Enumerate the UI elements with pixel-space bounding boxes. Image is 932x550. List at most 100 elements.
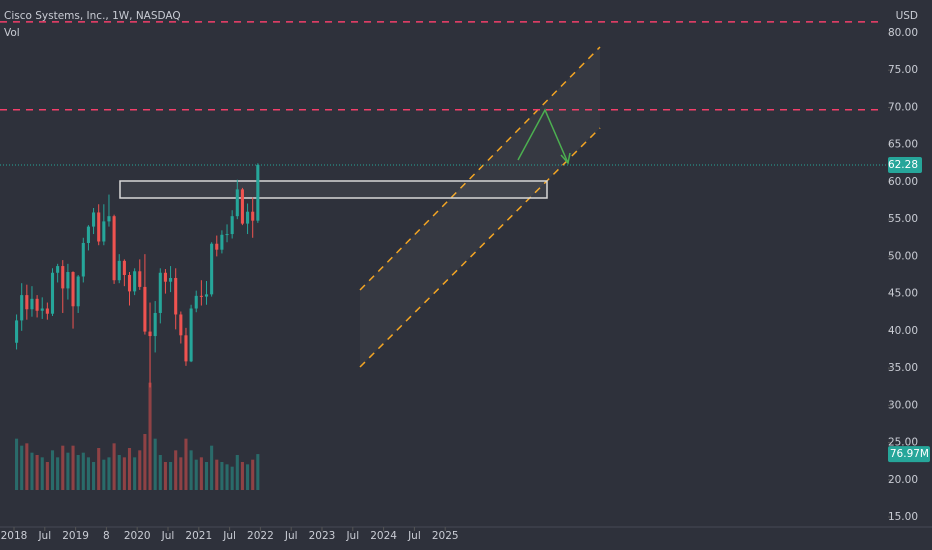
volume-bar xyxy=(251,459,255,490)
volume-bar xyxy=(102,459,106,490)
x-tick-label: 2020 xyxy=(124,530,151,542)
last-price-label: 62.28 xyxy=(888,159,918,171)
volume-bar xyxy=(153,438,157,490)
candle-body xyxy=(235,189,239,217)
volume-bar xyxy=(61,445,65,490)
y-tick-label: 15.00 xyxy=(888,511,918,523)
volume-bar xyxy=(15,438,19,490)
volume-bar xyxy=(86,457,90,490)
candle-body xyxy=(251,211,255,221)
candle-body xyxy=(169,277,173,282)
candle-body xyxy=(230,216,234,235)
arrow-head xyxy=(560,152,571,165)
candle-body xyxy=(20,295,24,321)
candle-body xyxy=(15,320,19,343)
chart-title: Cisco Systems, Inc., 1W, NASDAQ xyxy=(4,10,181,22)
candle-body xyxy=(71,272,75,307)
candle-body xyxy=(45,308,49,314)
resistance-box xyxy=(119,180,548,199)
volume-bar xyxy=(169,462,173,490)
x-tick-label: Jul xyxy=(37,530,51,542)
volume-bar xyxy=(148,382,152,490)
y-tick-label: 75.00 xyxy=(888,64,918,76)
candle-body xyxy=(148,331,152,337)
candle-body xyxy=(194,295,198,309)
candle-body xyxy=(163,272,167,282)
x-tick-label: Jul xyxy=(161,530,175,542)
volume-bar xyxy=(240,462,244,490)
candle-body xyxy=(61,266,65,289)
candle-body xyxy=(215,243,219,250)
y-tick-label: 60.00 xyxy=(888,176,918,188)
volume-bar xyxy=(117,455,121,490)
y-tick-label: 70.00 xyxy=(888,101,918,113)
candle-body xyxy=(50,272,55,314)
candle-body xyxy=(179,314,183,336)
x-tick-label: Jul xyxy=(407,530,421,542)
volume-bar xyxy=(235,455,239,490)
volume-bar xyxy=(225,464,229,490)
last-volume-tag xyxy=(888,446,930,463)
volume-bar xyxy=(230,466,234,490)
volume-bar xyxy=(215,459,219,490)
volume-bar xyxy=(71,445,75,490)
y-tick-label: 55.00 xyxy=(888,213,918,225)
volume-bar xyxy=(35,455,39,490)
candle-body xyxy=(127,275,132,292)
y-tick-label: 20.00 xyxy=(888,474,918,486)
volume-bar xyxy=(220,462,224,490)
volume-bar xyxy=(20,445,24,490)
candle-body xyxy=(204,294,209,297)
volume-bar xyxy=(112,443,116,490)
volume-bar xyxy=(189,450,193,490)
volume-bar xyxy=(50,450,55,490)
y-tick-label: 80.00 xyxy=(888,27,918,39)
candle-body xyxy=(133,271,137,292)
candle-body xyxy=(92,212,96,227)
x-tick-label: 2025 xyxy=(432,530,459,542)
volume-bar xyxy=(158,455,162,490)
volume-bar xyxy=(81,452,85,490)
y-tick-label: 30.00 xyxy=(888,399,918,411)
volume-bar xyxy=(179,457,183,490)
volume-bar xyxy=(25,443,29,490)
volume-bar xyxy=(204,462,209,490)
volume-bar xyxy=(163,462,167,490)
y-tick-label: 35.00 xyxy=(888,362,918,374)
candle-body xyxy=(66,272,70,289)
projection-arrow xyxy=(517,108,569,164)
volume-bar xyxy=(45,462,49,490)
y-tick-label: 45.00 xyxy=(888,288,918,300)
x-tick-label: 2021 xyxy=(185,530,212,542)
candle-body xyxy=(107,216,111,222)
volume-bar xyxy=(56,457,60,490)
last-price-tag xyxy=(888,156,922,173)
volume-bar xyxy=(30,452,34,490)
volume-bar xyxy=(138,450,142,490)
x-tick-label: Jul xyxy=(284,530,298,542)
candle-body xyxy=(56,266,60,273)
volume-bar xyxy=(92,462,96,490)
candle-body xyxy=(225,234,229,236)
volume-bar xyxy=(246,464,250,490)
channel-upper xyxy=(359,46,601,291)
candle-body xyxy=(25,295,29,310)
candle-body xyxy=(158,272,162,313)
candle-body xyxy=(97,212,101,242)
candle-body xyxy=(220,234,224,250)
volume-bar xyxy=(133,457,137,490)
candle-body xyxy=(143,286,147,332)
x-tick-label: 2023 xyxy=(309,530,336,542)
candle-body xyxy=(117,260,121,281)
volume-title: Vol xyxy=(4,27,20,39)
volume-bar xyxy=(184,438,188,490)
y-tick-label: 40.00 xyxy=(888,325,918,337)
candle-body xyxy=(30,298,34,310)
candle-body xyxy=(102,221,106,242)
candle-body xyxy=(40,308,44,311)
volume-bar xyxy=(40,457,44,490)
volume-bar xyxy=(127,448,132,490)
candle-body xyxy=(184,335,188,362)
volume-bar xyxy=(107,457,111,490)
candle-body xyxy=(138,271,142,287)
